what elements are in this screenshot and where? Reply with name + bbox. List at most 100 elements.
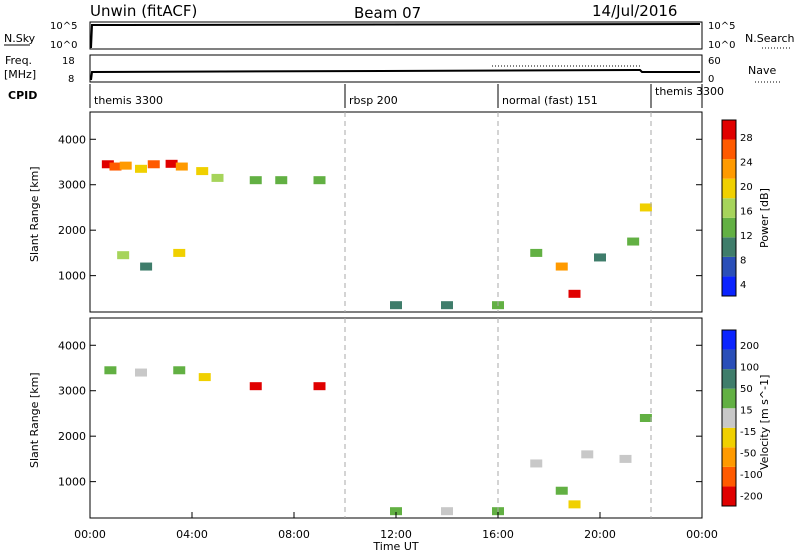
- data-cell: [581, 450, 594, 459]
- nsky-tick-bottom-right: 10^0: [708, 40, 735, 51]
- x-tick-label: 16:00: [482, 528, 514, 541]
- colorbar-tick-label: -200: [740, 491, 763, 502]
- colorbar-tick-label: 12: [740, 231, 753, 242]
- data-cell: [104, 366, 117, 375]
- colorbar-swatch: [722, 217, 736, 238]
- data-cell: [639, 203, 652, 212]
- x-tick-label: 00:00: [74, 528, 106, 541]
- colorbar-frame: [721, 119, 737, 297]
- colorbar-tick-label: 50: [740, 384, 753, 395]
- data-cell: [568, 289, 581, 298]
- velocity-y-ticks: 4000 3000 2000 1000: [58, 339, 702, 489]
- nsky-tick-top-right: 10^5: [708, 21, 735, 32]
- data-cell: [441, 301, 453, 310]
- data-cell: [249, 176, 262, 185]
- nave-label: Nave: [748, 64, 776, 77]
- freq-panel: [89, 54, 703, 83]
- y-tick-label: 1000: [58, 476, 86, 489]
- x-tick-label: 20:00: [584, 528, 616, 541]
- cpid-segments: themis 3300 rbsp 200 normal (fast) 151 them…: [94, 84, 724, 108]
- y-tick-label: 3000: [58, 179, 86, 192]
- data-cell: [627, 237, 640, 246]
- nsky-tick-bottom-left: 10^0: [50, 40, 77, 51]
- colorbar-tick-label: 15: [740, 405, 753, 416]
- colorbar-swatch: [722, 427, 736, 448]
- colorbar-swatch: [722, 388, 736, 409]
- beam-title: Beam 07: [354, 4, 421, 22]
- power-y-ticks: 4000 3000 2000 1000: [58, 133, 702, 283]
- colorbar-swatch: [722, 330, 736, 350]
- velocity-panel: [89, 317, 703, 519]
- y-tick-label: 3000: [58, 385, 86, 398]
- colorbar-tick-label: 8: [740, 255, 746, 266]
- power-cbar-label: Power [dB]: [758, 188, 771, 248]
- colorbar-swatch: [722, 349, 736, 370]
- colorbar-swatch: [722, 178, 736, 199]
- colorbar-tick-label: -50: [740, 448, 756, 459]
- data-cell: [530, 459, 543, 468]
- data-cell: [313, 176, 326, 185]
- colorbar-swatch: [722, 139, 736, 160]
- nsky-label: N.Sky: [4, 32, 36, 45]
- x-axis-ticks: 00:00 04:00 08:00 12:00 16:00 20:00 00:00: [74, 512, 718, 541]
- colorbar-frame: [721, 329, 737, 507]
- cpid-segment-label: themis 3300: [655, 85, 724, 98]
- colorbar-swatch: [722, 486, 736, 506]
- data-cell: [135, 368, 147, 377]
- colorbar-swatch: [722, 237, 736, 257]
- velocity-cbar-label: Velocity [m s^-1]: [758, 375, 771, 470]
- data-cell: [619, 454, 632, 463]
- freq-tick-bottom: 8: [68, 74, 74, 85]
- data-cell: [147, 160, 160, 169]
- nsearch-label: N.Search: [745, 32, 795, 45]
- data-cell: [101, 160, 114, 169]
- nsky-trace: [90, 23, 701, 49]
- power-panel: [89, 111, 703, 313]
- cpid-segment-label: themis 3300: [94, 94, 163, 107]
- data-cell: [140, 262, 153, 271]
- date-title: 14/Jul/2016: [592, 2, 677, 20]
- x-axis-title: Time UT: [372, 540, 418, 553]
- freq-label: Freq.: [5, 54, 32, 67]
- y-tick-label: 4000: [58, 133, 86, 146]
- velocity-heatmap: [104, 366, 652, 516]
- data-cell: [555, 486, 568, 495]
- freq-tick-top: 18: [62, 56, 75, 67]
- data-cell: [568, 500, 581, 509]
- station-title: Unwin (fitACF): [90, 2, 197, 20]
- data-cell: [639, 414, 652, 422]
- cpid-segment-label: rbsp 200: [349, 94, 398, 107]
- nsky-tick-top-left: 10^5: [50, 21, 77, 32]
- x-tick-label: 00:00: [686, 528, 718, 541]
- y-tick-label: 1000: [58, 270, 86, 283]
- colorbar-swatch: [722, 159, 736, 179]
- colorbar-tick-label: -15: [740, 427, 756, 438]
- x-tick-label: 12:00: [380, 528, 412, 541]
- data-cell: [196, 167, 209, 176]
- data-cell: [530, 248, 543, 257]
- cpid-boundaries: [344, 112, 652, 518]
- colorbar-swatch: [722, 276, 736, 296]
- colorbar-swatch: [722, 447, 736, 467]
- cpid-label: CPID: [8, 89, 37, 102]
- data-cell: [119, 161, 132, 170]
- data-cell: [198, 373, 211, 382]
- colorbar-tick-label: 100: [740, 362, 759, 373]
- freq-unit: [MHz]: [4, 68, 36, 81]
- x-tick-label: 08:00: [278, 528, 310, 541]
- nave-tick-bottom: 0: [708, 74, 714, 85]
- y-tick-label: 2000: [58, 430, 86, 443]
- y-tick-label: 2000: [58, 224, 86, 237]
- nsky-panel: [89, 21, 703, 50]
- data-cell: [117, 251, 130, 260]
- colorbar-swatch: [722, 256, 736, 277]
- colorbar-swatch: [722, 120, 736, 140]
- data-cell: [173, 248, 186, 257]
- power-ylabel: Slant Range [km]: [28, 166, 41, 262]
- data-cell: [390, 301, 402, 310]
- colorbar-tick-label: 20: [740, 182, 753, 193]
- data-cell: [165, 159, 178, 168]
- colorbar-tick-label: 16: [740, 206, 753, 217]
- data-cell: [594, 253, 606, 262]
